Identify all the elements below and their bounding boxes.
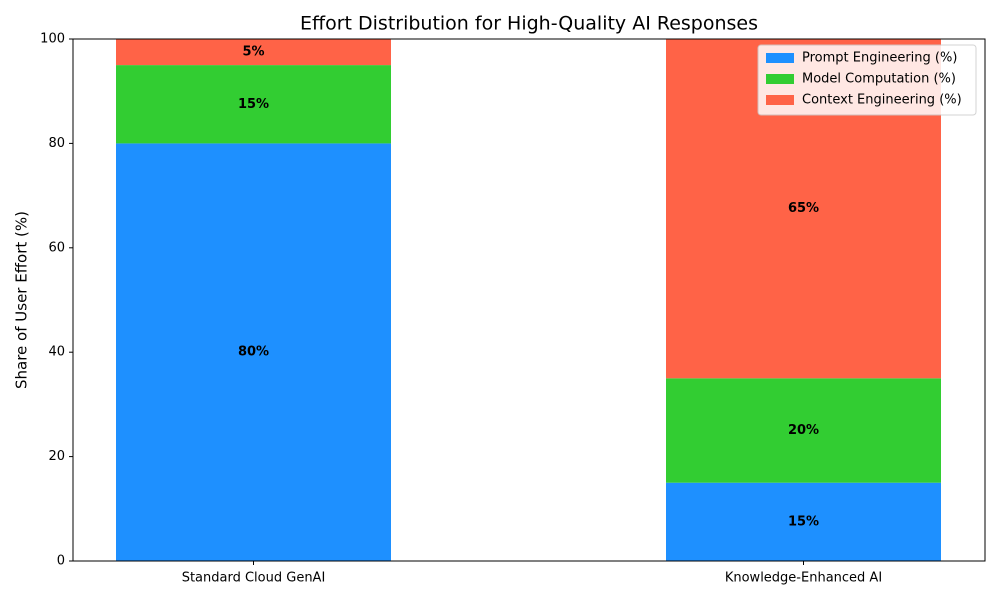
bar-segment (666, 482, 941, 561)
bar-segment (666, 378, 941, 483)
y-tick-label: 100 (40, 32, 65, 47)
y-tick-label: 60 (48, 240, 65, 255)
legend-label: Context Engineering (%) (802, 93, 962, 108)
legend-label: Model Computation (%) (802, 72, 956, 87)
legend: Prompt Engineering (%) Model Computation … (757, 44, 977, 116)
bar-segment (116, 65, 391, 144)
x-tick-label: Knowledge-Enhanced AI (725, 571, 882, 586)
legend-frame (757, 44, 977, 116)
y-tick-label: 20 (48, 449, 65, 464)
legend-swatch (766, 74, 794, 84)
data-label: 65% (788, 201, 819, 216)
data-label: 15% (238, 97, 269, 112)
y-tick-label: 0 (57, 554, 65, 569)
legend-label: Prompt Engineering (%) (802, 51, 957, 66)
data-label: 80% (238, 345, 269, 360)
bar-segment (116, 143, 391, 561)
legend-swatch (766, 95, 794, 105)
chart-title: Effort Distribution for High-Quality AI … (300, 13, 758, 35)
bar-segment (116, 39, 391, 66)
y-tick-label: 40 (48, 345, 65, 360)
plot-frame (72, 38, 986, 562)
x-tick-label: Standard Cloud GenAI (182, 571, 326, 586)
y-axis-label: Share of User Effort (%) (13, 211, 31, 389)
data-label: 5% (242, 45, 264, 60)
data-label: 15% (788, 514, 819, 529)
y-tick-label: 80 (48, 136, 65, 151)
legend-swatch (766, 53, 794, 63)
data-label: 20% (788, 423, 819, 438)
